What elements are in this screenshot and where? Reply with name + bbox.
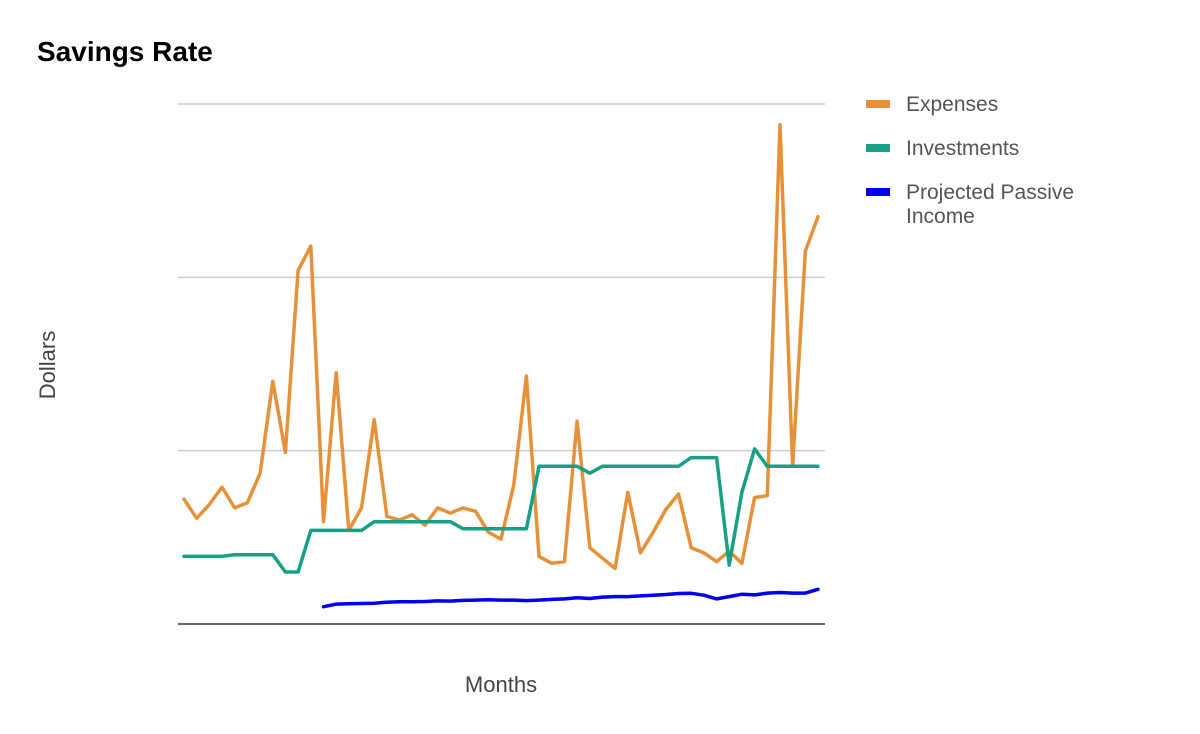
legend-swatch-projected-passive-income [866, 188, 890, 196]
series-line-projected-passive-income [321, 587, 820, 609]
x-axis-title: Months [465, 672, 537, 697]
legend-label-investments: Investments [906, 137, 1019, 160]
legend-label-expenses: Expenses [906, 93, 998, 116]
series-lines [182, 123, 820, 609]
legend-item-projected-passive-income: Projected Passive Income [866, 181, 1074, 228]
legend-swatch-investments [866, 144, 890, 152]
series-line-expenses [182, 123, 820, 571]
y-axis-title: Dollars [35, 331, 60, 399]
series-line-investments [182, 447, 820, 574]
legend-swatch-expenses [866, 100, 890, 108]
legend-item-expenses: Expenses [866, 93, 998, 116]
chart-title: Savings Rate [37, 36, 213, 67]
legend-label-projected-passive-income: Projected Passive Income [906, 181, 1074, 228]
legend-item-investments: Investments [866, 137, 1019, 160]
legend: Expenses Investments Projected Passive Inco… [866, 93, 1074, 228]
